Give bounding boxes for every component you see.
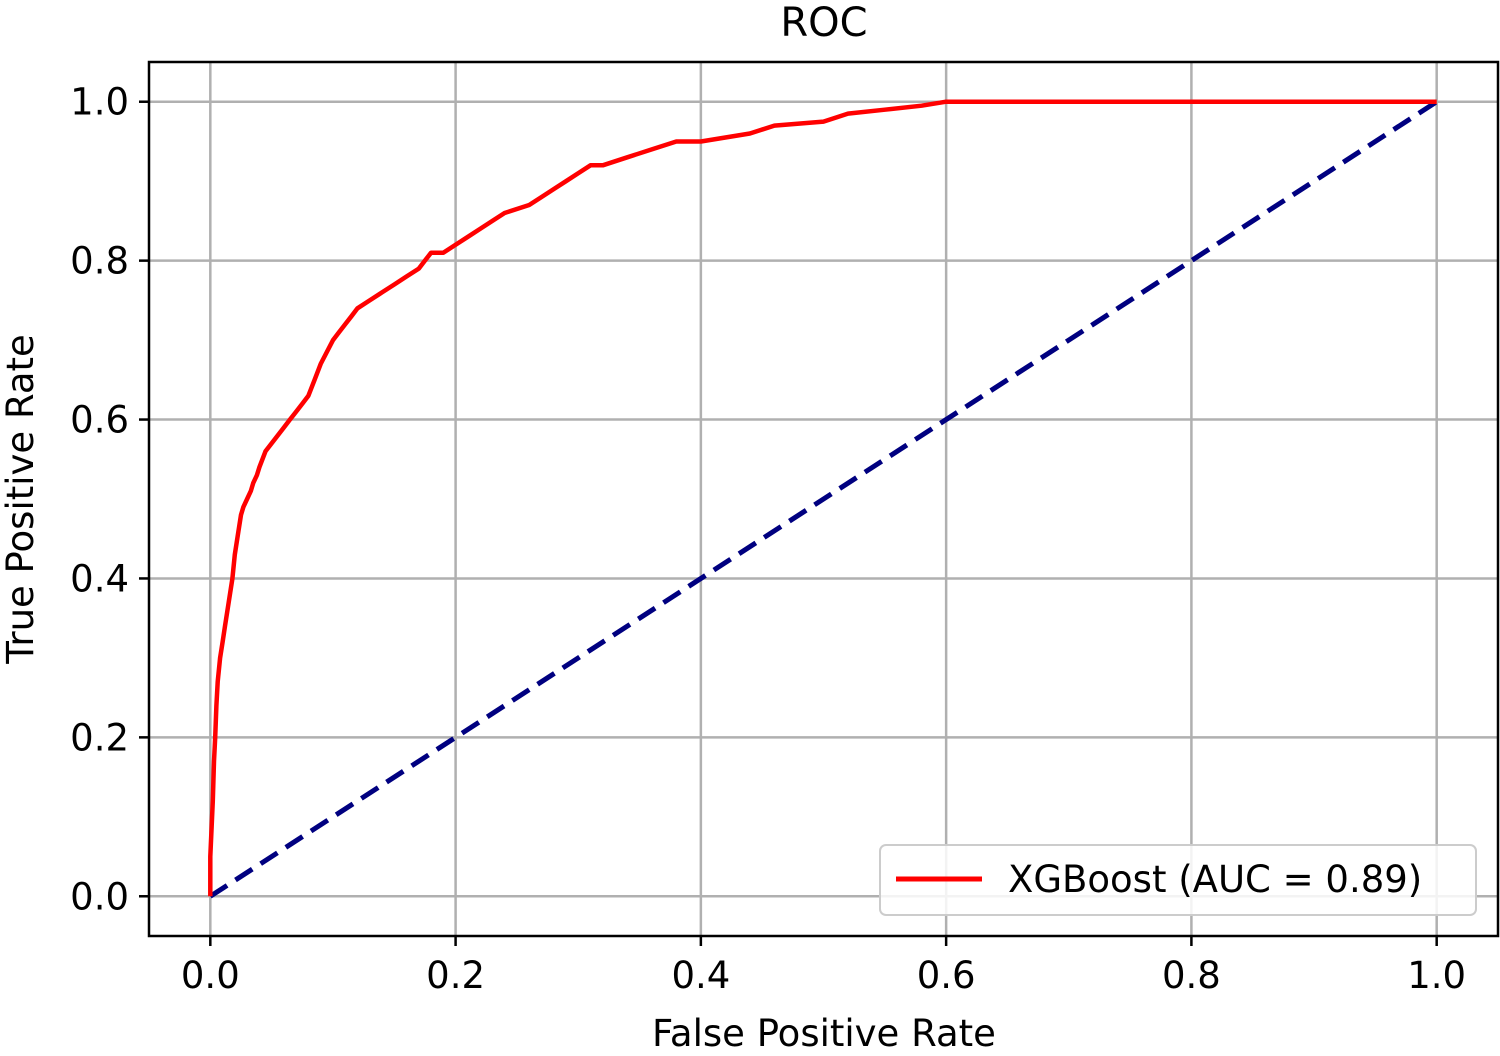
chart-title: ROC bbox=[780, 0, 867, 46]
x-tick-label: 0.8 bbox=[1162, 954, 1221, 997]
x-tick-label: 0.2 bbox=[426, 954, 485, 997]
x-tick-label: 1.0 bbox=[1407, 954, 1466, 997]
roc-curve-xgboost bbox=[208, 99, 1437, 897]
y-axis-ticks: 0.0 0.2 0.4 0.6 0.8 1.0 bbox=[70, 81, 149, 918]
legend-label-xgboost: XGBoost (AUC = 0.89) bbox=[1008, 858, 1422, 901]
grid bbox=[149, 62, 1498, 936]
y-axis-label: True Positive Rate bbox=[0, 334, 42, 665]
x-tick-label: 0.4 bbox=[671, 954, 730, 997]
plot-frame bbox=[147, 60, 1500, 938]
y-tick-label: 0.4 bbox=[70, 557, 129, 600]
series-layer bbox=[208, 99, 1439, 899]
y-tick-label: 0.6 bbox=[70, 399, 129, 442]
y-tick-label: 0.2 bbox=[70, 716, 129, 759]
legend: XGBoost (AUC = 0.89) bbox=[879, 844, 1477, 916]
legend-box bbox=[879, 844, 1477, 916]
y-tick-label: 1.0 bbox=[70, 81, 129, 124]
x-axis-label: False Positive Rate bbox=[652, 1012, 996, 1052]
y-tick-label: 0.8 bbox=[70, 240, 129, 283]
chance-diagonal-line bbox=[208, 99, 1439, 899]
x-axis-ticks: 0.0 0.2 0.4 0.6 0.8 1.0 bbox=[181, 936, 1466, 997]
y-tick-label: 0.0 bbox=[70, 875, 129, 918]
x-tick-label: 0.0 bbox=[181, 954, 240, 997]
x-tick-label: 0.6 bbox=[917, 954, 976, 997]
